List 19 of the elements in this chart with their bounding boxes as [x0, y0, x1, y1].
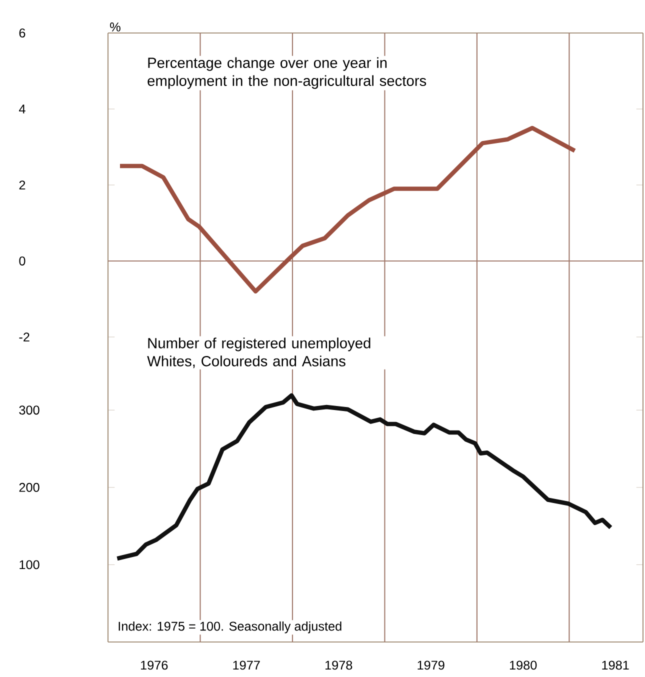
y-tick-label: 0: [19, 256, 26, 266]
annotation: Index: 1975 = 100. Seasonally adjusted: [118, 621, 342, 634]
x-tick-label: 1980: [510, 660, 537, 670]
y-tick-label: 4: [19, 104, 26, 114]
y-tick-label: 6: [19, 28, 26, 38]
line-series: [115, 393, 613, 561]
y-tick-label: 100: [20, 560, 40, 570]
x-tick-label: 1976: [140, 660, 168, 670]
x-tick-label: 1981: [602, 660, 629, 670]
y-tick-label: 200: [19, 482, 40, 492]
text: Percentage change over one year in employment in the non-agricultural sectors: [148, 57, 426, 89]
x-tick-label: 1977: [233, 660, 260, 670]
text: Number of registered unemployed Whites, Coloureds and Asians: [147, 338, 370, 368]
y-tick-label: 2: [19, 180, 26, 190]
y-axis-title: %: [110, 22, 120, 32]
y-tick-label: -2: [19, 332, 30, 342]
x-tick-label: 1979: [418, 660, 444, 670]
y-tick-label: 300: [19, 406, 40, 415]
x-tick-label: 1978: [325, 660, 352, 670]
